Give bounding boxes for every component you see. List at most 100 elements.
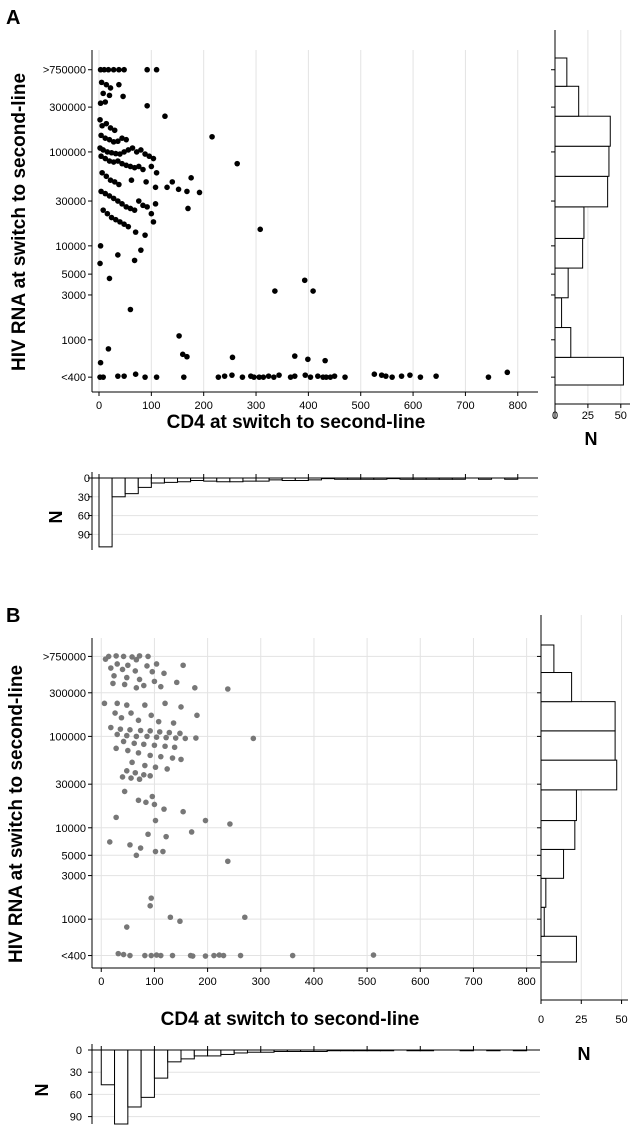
hist-bar (540, 701, 616, 732)
hist-bar (193, 1049, 209, 1057)
data-point (147, 773, 153, 779)
data-point (307, 374, 314, 380)
data-point (229, 372, 235, 378)
data-point (97, 116, 103, 123)
data-point (108, 665, 114, 671)
data-point (135, 198, 142, 204)
y-tick-label: 5000 (62, 269, 86, 281)
hist-tick-label: 50 (615, 1014, 627, 1026)
hist-bar (153, 1049, 169, 1079)
data-point (291, 373, 298, 379)
hist-bar (504, 477, 519, 480)
data-point (143, 179, 149, 185)
panel-a-x-marginal-histogram: 0 30 60 90 (78, 472, 538, 550)
hist-bar (554, 237, 584, 269)
hist-bar (260, 1049, 275, 1053)
hist-bar (554, 267, 569, 299)
data-point (136, 776, 143, 783)
panel-b-label: B (6, 605, 20, 627)
data-point (121, 221, 127, 228)
data-point (209, 133, 215, 140)
data-point (242, 914, 248, 921)
y-tick-label: 3000 (62, 871, 86, 883)
data-point (237, 952, 244, 959)
hist-tick-label: 90 (78, 529, 90, 541)
data-point (301, 277, 308, 284)
hist-bar (353, 1049, 368, 1052)
data-point (131, 740, 138, 747)
data-point (128, 710, 134, 716)
data-point (138, 247, 144, 253)
hist-bar (167, 1049, 182, 1063)
hist-bar (540, 730, 616, 761)
data-point (100, 207, 106, 213)
data-point (173, 679, 180, 686)
data-point (142, 374, 148, 380)
data-point (100, 90, 106, 97)
hist-bar (419, 1049, 435, 1052)
data-point (184, 353, 190, 360)
data-point (151, 801, 158, 808)
y-tick-label: 300000 (49, 102, 86, 114)
hist-bar (554, 206, 585, 239)
data-point (305, 356, 311, 363)
data-point (115, 198, 121, 204)
hist-bar (111, 477, 126, 498)
data-point (114, 700, 121, 707)
data-point (108, 214, 115, 221)
hist-bar (360, 477, 375, 480)
data-point (131, 207, 138, 213)
hist-bar (554, 297, 563, 329)
data-point (137, 727, 144, 734)
data-point (110, 66, 117, 73)
hist-bar (229, 477, 244, 483)
data-point (260, 374, 267, 380)
data-point (108, 724, 114, 731)
data-point (143, 799, 149, 806)
hist-bar (98, 477, 113, 548)
data-point (257, 226, 264, 233)
data-point (162, 113, 168, 120)
data-point (102, 190, 109, 197)
data-point (220, 952, 227, 959)
data-point (158, 683, 164, 690)
data-point (265, 373, 272, 379)
hist-bar (281, 477, 296, 482)
data-point (114, 661, 121, 667)
hist-bar (307, 477, 322, 481)
data-point (225, 686, 231, 692)
panel-a-label: A (6, 7, 20, 29)
data-point (132, 769, 139, 776)
data-point (106, 193, 113, 199)
hist-bar (320, 477, 336, 480)
y-tick-label: 3000 (62, 290, 86, 302)
data-point (127, 306, 134, 313)
data-point (117, 219, 123, 225)
data-point (123, 702, 130, 708)
hist-bar (554, 145, 610, 177)
hist-bar (340, 1049, 355, 1052)
data-point (142, 232, 148, 238)
hist-bar (554, 327, 572, 358)
data-point (125, 147, 132, 153)
panel-b: B 0 100 200 300 400 500 600 700 800<400100030005… (6, 605, 628, 1125)
panel-a-scatter-points (97, 66, 511, 380)
data-point (179, 351, 186, 358)
data-point (184, 188, 190, 195)
hist-bar (412, 477, 427, 480)
data-point (111, 127, 118, 134)
data-point (144, 204, 150, 210)
data-point (116, 181, 122, 188)
data-point (193, 735, 199, 741)
x-tick-label: 600 (404, 400, 422, 412)
y-tick-label: >750000 (43, 651, 86, 663)
data-point (106, 275, 113, 282)
data-point (132, 668, 139, 674)
data-point (121, 149, 127, 155)
y-tick-label: >750000 (43, 65, 86, 77)
hist-bar (203, 477, 218, 482)
data-point (106, 92, 113, 99)
y-tick-label: 300000 (49, 688, 86, 700)
data-point (120, 951, 127, 958)
data-point (147, 903, 153, 909)
